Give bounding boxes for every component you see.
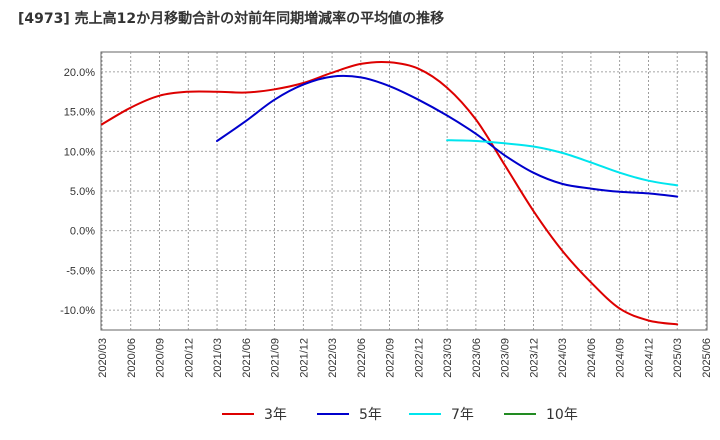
legend-label-3: 7年 [451, 407, 474, 423]
x-tick-label: 2020/06 [126, 338, 138, 378]
y-axis: 20.0% 15.0% 10.0% 5.0% 0.0% -5.0% -10.0% [60, 67, 95, 317]
x-tick-label: 2023/12 [528, 338, 540, 378]
legend: 3年 5年 7年 10年 [222, 407, 578, 423]
x-axis: 2020/03 2020/06 2020/09 2020/12 2021/03 2021/… [97, 338, 713, 378]
series-line-3 [446, 139, 679, 187]
x-tick-label: 2024/03 [557, 338, 569, 378]
x-tick-label: 2024/12 [643, 338, 655, 378]
x-tick-label: 2025/03 [672, 338, 684, 378]
x-tick-label: 2021/03 [212, 338, 224, 378]
y-tick-label: -5.0% [66, 265, 95, 277]
x-tick-label: 2022/03 [327, 338, 339, 378]
x-tick-label: 2023/09 [500, 338, 512, 378]
series-lines [101, 60, 679, 326]
y-tick-label: 5.0% [70, 186, 95, 198]
y-tick-label: 15.0% [64, 107, 95, 119]
x-tick-label: 2022/12 [413, 338, 425, 378]
legend-label-4: 10年 [546, 407, 578, 423]
x-tick-label: 2024/06 [586, 338, 598, 378]
x-tick-label: 2024/09 [615, 338, 627, 378]
x-tick-label: 2022/06 [356, 338, 368, 378]
x-tick-label: 2023/06 [471, 338, 483, 378]
x-tick-label: 2022/09 [385, 338, 397, 378]
y-tick-label: 0.0% [70, 226, 95, 238]
y-tick-label: 10.0% [64, 146, 95, 158]
y-tick-label: 20.0% [64, 67, 95, 79]
x-tick-label: 2020/09 [155, 338, 167, 378]
series-line-1 [101, 60, 679, 326]
legend-label-2: 5年 [359, 407, 382, 423]
chart-title: [4973] 売上高12か月移動合計の対前年同期増減率の平均値の推移 [18, 11, 445, 27]
series-line-2 [216, 74, 679, 198]
x-tick-label: 2020/03 [97, 338, 109, 378]
x-tick-label: 2020/12 [183, 338, 195, 378]
x-tick-label: 2021/06 [241, 338, 253, 378]
x-tick-label: 2023/03 [442, 338, 454, 378]
x-tick-label: 2021/12 [298, 338, 310, 378]
legend-label-1: 3年 [264, 407, 287, 423]
x-tick-label: 2021/09 [270, 338, 282, 378]
x-tick-label: 2025/06 [701, 338, 713, 378]
y-tick-label: -10.0% [60, 305, 95, 317]
